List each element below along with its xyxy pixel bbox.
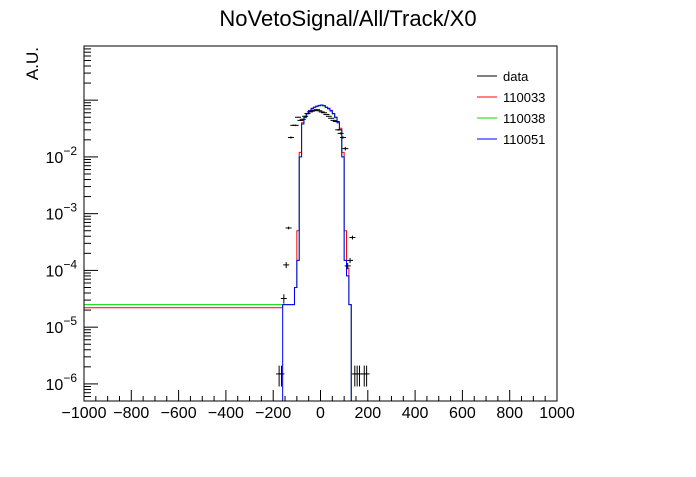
plot-frame <box>83 45 558 402</box>
series-line-110051 <box>282 104 352 401</box>
y-tick-label-exponent: −4 <box>63 257 77 271</box>
data-point <box>292 124 299 127</box>
data-point <box>328 117 335 119</box>
chart-title: NoVetoSignal/All/Track/X0 <box>219 6 476 31</box>
data-point <box>306 111 313 113</box>
axes: −1000 −800 −600 −400 −200 0 200 400 600 800 1000 10… <box>46 45 575 422</box>
y-tick-label: 10−4 <box>46 257 78 280</box>
data-point <box>299 118 306 120</box>
data-point <box>332 120 339 123</box>
y-tick-label-base: 10 <box>46 377 64 394</box>
data-point <box>309 110 316 112</box>
data-point <box>302 115 309 117</box>
x-tick-label: −200 <box>255 405 291 422</box>
data-point <box>347 258 354 264</box>
data-point <box>339 136 346 139</box>
legend: data 110033 110038 110051 <box>477 69 545 147</box>
legend-entry: data <box>477 69 529 84</box>
y-tick-label-base: 10 <box>46 320 64 337</box>
y-tick-label-base: 10 <box>46 263 64 280</box>
x-tick-label: −600 <box>161 405 197 422</box>
y-tick-label-base: 10 <box>46 150 64 167</box>
data-point <box>342 146 349 151</box>
legend-label: 110051 <box>503 132 545 147</box>
y-tick-label-base: 10 <box>46 207 64 224</box>
legend-entry: 110033 <box>477 90 545 105</box>
y-axis-label: A.U. <box>23 47 42 80</box>
y-tick-label: 10−3 <box>46 201 78 224</box>
x-tick-label: −1000 <box>62 405 107 422</box>
data-point <box>318 111 325 113</box>
series-line-110033 <box>84 104 352 401</box>
x-tick-label: −800 <box>113 405 149 422</box>
data-point <box>323 113 330 115</box>
y-tick-label: 10−5 <box>46 314 78 337</box>
data-point <box>295 116 302 118</box>
data-point <box>321 112 328 114</box>
series-line-110038 <box>84 105 352 401</box>
data-point <box>278 365 285 387</box>
data-point <box>304 113 311 115</box>
y-tick-label: 10−2 <box>46 144 78 167</box>
data-point <box>313 109 320 111</box>
x-tick-label: 1000 <box>539 405 575 422</box>
data-point <box>337 132 344 135</box>
data-point <box>287 136 294 139</box>
data-point <box>335 129 342 131</box>
y-tick-label-exponent: −5 <box>63 314 77 328</box>
data-point <box>330 119 337 121</box>
x-tick-label: 0 <box>316 405 325 422</box>
legend-entry: 110038 <box>477 111 545 126</box>
y-tick-label-exponent: −6 <box>63 371 77 385</box>
x-tick-label: 600 <box>449 405 476 422</box>
data-point <box>285 226 292 230</box>
legend-label: 110038 <box>503 111 545 126</box>
data-point <box>280 294 287 304</box>
x-tick-label: 400 <box>402 405 429 422</box>
x-tick-label: 200 <box>354 405 381 422</box>
x-tick-label: 800 <box>496 405 523 422</box>
data-point <box>344 263 351 270</box>
y-tick-label-exponent: −2 <box>63 144 77 158</box>
y-tick-label-exponent: −3 <box>63 201 77 215</box>
plot-area <box>84 104 370 401</box>
data-point <box>349 235 356 240</box>
legend-label: 110033 <box>503 90 545 105</box>
legend-label: data <box>503 69 529 84</box>
data-point <box>297 119 304 121</box>
x-tick-label: −400 <box>208 405 244 422</box>
data-point <box>316 110 323 112</box>
data-point <box>283 262 290 269</box>
data-point <box>363 365 370 387</box>
y-tick-label: 10−6 <box>46 371 78 394</box>
legend-entry: 110051 <box>477 132 545 147</box>
data-point <box>325 115 332 117</box>
